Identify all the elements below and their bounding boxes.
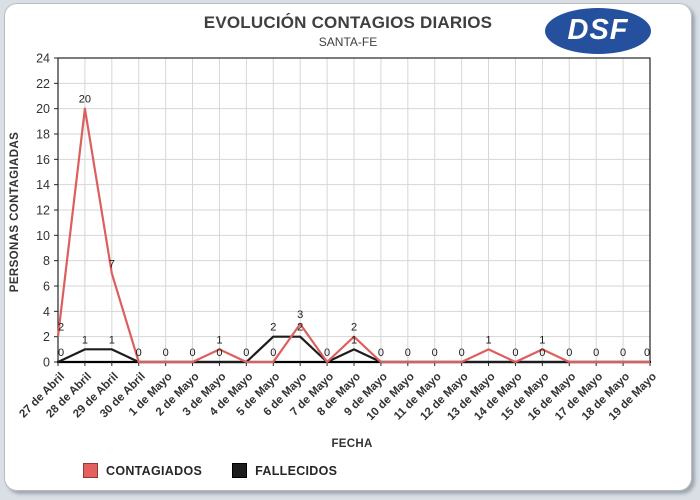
data-label: 0 (539, 347, 545, 359)
chart-subtitle: SANTA-FE (318, 35, 378, 49)
data-label: 0 (512, 347, 518, 359)
y-tick-label: 2 (43, 330, 50, 344)
dsf-logo-text: DSF (567, 13, 629, 46)
data-label: 1 (539, 334, 545, 346)
data-label: 0 (378, 347, 384, 359)
y-tick-label: 22 (36, 77, 50, 91)
data-label: 2 (58, 322, 64, 334)
data-label: 1 (485, 334, 491, 346)
x-axis-title: FECHA (331, 438, 373, 450)
y-tick-label: 14 (36, 178, 50, 192)
data-label: 1 (82, 334, 88, 346)
data-label: 2 (351, 322, 357, 334)
data-label: 0 (405, 347, 411, 359)
y-tick-label: 12 (36, 204, 50, 218)
data-label: 0 (163, 347, 169, 359)
y-tick-label: 6 (43, 280, 50, 294)
data-label: 0 (216, 347, 222, 359)
y-tick-label: 16 (36, 153, 50, 167)
data-label: 7 (109, 258, 115, 270)
data-label: 3 (297, 309, 303, 321)
data-label: 1 (216, 334, 222, 346)
data-label: 0 (593, 347, 599, 359)
series-line-contagiados (56, 107, 650, 364)
data-label: 0 (324, 347, 330, 359)
y-tick-label: 0 (43, 356, 50, 370)
y-tick-label: 10 (36, 229, 50, 243)
data-label: 0 (189, 347, 195, 359)
data-label: 0 (243, 347, 249, 359)
data-label: 0 (459, 347, 465, 359)
data-label: 0 (136, 347, 142, 359)
legend-item-fallecidos: FALLECIDOS (232, 463, 337, 478)
dsf-logo: DSF (545, 8, 651, 54)
data-label: 0 (566, 347, 572, 359)
data-label: 0 (620, 347, 626, 359)
chart-title: EVOLUCIÓN CONTAGIOS DIARIOS (203, 13, 493, 32)
y-tick-label: 8 (43, 254, 50, 268)
data-label: 1 (351, 334, 357, 346)
data-label: 0 (644, 347, 650, 359)
y-tick-label: 18 (36, 128, 50, 142)
y-tick-label: 20 (36, 102, 50, 116)
legend-label-contagiados: CONTAGIADOS (106, 463, 203, 478)
data-label: 0 (432, 347, 438, 359)
data-label: 0 (270, 347, 276, 359)
fallecidos-swatch-icon (232, 463, 248, 478)
data-label: 0 (58, 347, 64, 359)
y-tick-label: 24 (36, 52, 50, 66)
y-tick-label: 4 (43, 305, 50, 319)
data-label: 1 (109, 334, 115, 346)
legend-label-fallecidos: FALLECIDOS (255, 463, 338, 478)
chart-panel: EVOLUCIÓN CONTAGIOS DIARIOS SANTA-FE DSF… (4, 3, 692, 491)
data-label: 20 (79, 94, 91, 106)
data-label: 2 (270, 322, 276, 334)
chart-legend: CONTAGIADOS FALLECIDOS (83, 463, 337, 478)
contagiados-swatch-icon (83, 463, 98, 478)
data-label: 2 (297, 322, 303, 334)
legend-item-contagiados: CONTAGIADOS (83, 463, 202, 478)
